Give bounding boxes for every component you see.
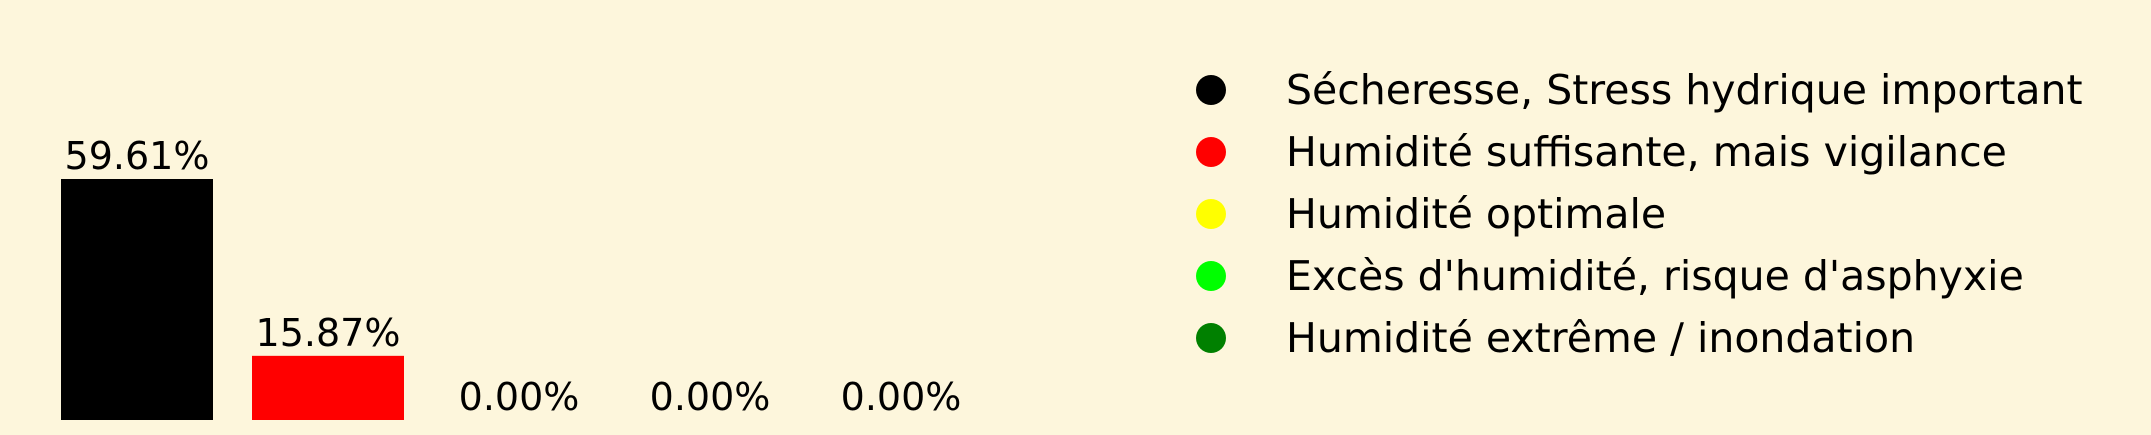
bar-1 — [61, 179, 213, 420]
bar-2 — [252, 355, 404, 420]
legend-marker-1 — [1196, 75, 1226, 105]
legend-label-3: Humidité optimale — [1286, 190, 1666, 238]
bar-value-label-3: 0.00% — [459, 375, 580, 419]
bar-value-label-5: 0.00% — [841, 375, 962, 419]
legend-marker-2 — [1196, 137, 1226, 167]
bar-value-label-2: 15.87% — [256, 311, 401, 355]
legend-marker-3 — [1196, 199, 1226, 229]
legend-marker-5 — [1196, 323, 1226, 353]
legend: Sécheresse, Stress hydrique important Hum… — [1196, 66, 2083, 362]
bar-value-label-4: 0.00% — [650, 375, 771, 419]
legend-label-4: Excès d'humidité, risque d'asphyxie — [1286, 252, 2024, 300]
bar-value-label-1: 59.61% — [65, 134, 210, 178]
bars-layer: 59.61% 15.87% 0.00% 0.00% 0.00% — [61, 134, 961, 420]
legend-label-5: Humidité extrême / inondation — [1286, 314, 1915, 362]
legend-marker-4 — [1196, 261, 1226, 291]
legend-label-1: Sécheresse, Stress hydrique important — [1286, 66, 2083, 114]
legend-label-2: Humidité suffisante, mais vigilance — [1286, 128, 2007, 176]
